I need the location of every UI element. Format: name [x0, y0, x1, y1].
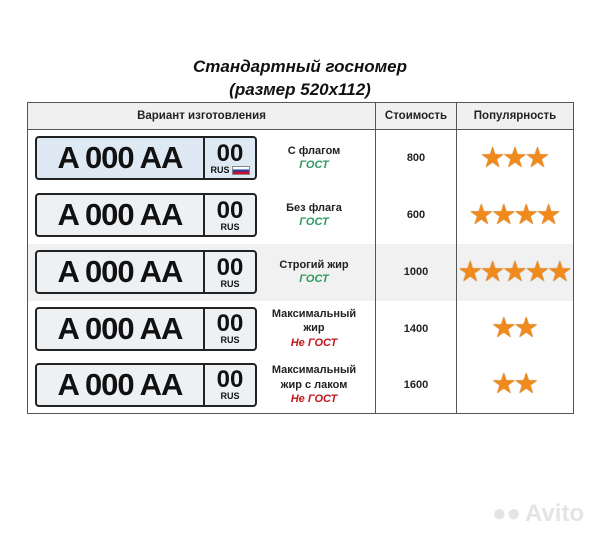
- plates-table: Вариант изготовления Стоимость Популярно…: [27, 102, 574, 414]
- table-row: А 000 АА 00 RUS С флагом ГОСТ 800 ★★★: [28, 129, 574, 187]
- price: 1600: [375, 356, 457, 414]
- avito-watermark: ●● Avito: [492, 500, 585, 527]
- plate-number: А 000 АА: [37, 195, 205, 235]
- plate-region: 00 RUS: [216, 253, 244, 289]
- header-variant: Вариант изготовления: [27, 102, 376, 130]
- license-plate: А 000 АА 00 RUS: [35, 136, 257, 181]
- price: 800: [375, 129, 457, 187]
- table-row: А 000 АА 00 RUS Максимальный жир Не ГОСТ 1…: [28, 300, 574, 357]
- license-plate: А 000 АА 00 RUS: [35, 306, 257, 351]
- gost-status: Не ГОСТ: [290, 336, 338, 349]
- plate-region: 00 RUS: [216, 196, 244, 232]
- popularity-stars: ★★★★★: [456, 243, 574, 301]
- license-plate: А 000 АА 00 RUS: [35, 193, 257, 237]
- plate-number: А 000 АА: [37, 364, 205, 405]
- license-plate: А 000 АА 00 RUS: [35, 250, 257, 294]
- star-icon: ★: [492, 314, 515, 342]
- price: 1400: [375, 300, 457, 357]
- star-icon: ★: [526, 143, 549, 172]
- header-popularity: Популярность: [456, 102, 574, 130]
- star-icon: ★: [492, 370, 515, 399]
- russian-flag-icon: [231, 165, 250, 175]
- star-icon: ★: [503, 143, 527, 172]
- avito-logo-icon: ●●: [492, 500, 521, 527]
- star-icon: ★: [537, 200, 560, 229]
- star-icon: ★: [458, 257, 482, 286]
- star-icon: ★: [515, 370, 538, 399]
- star-icon: ★: [481, 143, 504, 172]
- popularity-stars: ★★★★: [456, 186, 574, 244]
- license-plate: А 000 АА 00 RUS: [35, 362, 257, 407]
- price: 600: [375, 186, 457, 244]
- star-icon: ★: [481, 257, 504, 286]
- table-row: А 000 АА 00 RUS Без флага ГОСТ 600 ★★★★: [28, 186, 574, 244]
- table-row: А 000 АА 00 RUS Максимальный жир с лаком Н…: [28, 356, 574, 414]
- title-line-2: (размер 520x112): [229, 80, 371, 99]
- star-icon: ★: [515, 314, 538, 342]
- price: 1000: [375, 243, 457, 301]
- title-line-1: Стандартный госномер: [192, 57, 408, 76]
- gost-status: ГОСТ: [299, 273, 329, 285]
- star-icon: ★: [526, 257, 549, 286]
- table-row: А 000 АА 00 RUS Строгий жир ГОСТ 1000 ★★★★…: [27, 243, 574, 301]
- plate-number: А 000 АА: [37, 308, 205, 349]
- variant-name: Без флага: [286, 201, 342, 214]
- header-price: Стоимость: [375, 102, 457, 130]
- gost-status: ГОСТ: [299, 216, 329, 228]
- plate-region: 00 RUS: [216, 310, 244, 345]
- variant-name: Строгий жир: [279, 258, 349, 271]
- plate-number: А 000 АА: [37, 138, 205, 179]
- popularity-stars: ★★: [456, 300, 574, 357]
- star-icon: ★: [492, 200, 515, 229]
- star-icon: ★: [548, 257, 572, 286]
- gost-status: Не ГОСТ: [290, 392, 338, 405]
- popularity-stars: ★★: [456, 356, 574, 414]
- variant-name: С флагом: [287, 144, 341, 157]
- plate-region: 00 RUS: [205, 138, 255, 178]
- star-icon: ★: [503, 257, 527, 286]
- popularity-stars: ★★★: [456, 129, 574, 187]
- gost-status: ГОСТ: [299, 159, 329, 172]
- variant-name: Максимальный жир: [271, 308, 357, 335]
- plate-region: 00 RUS: [216, 366, 244, 402]
- variant-name: Максимальный жир с лаком: [271, 364, 357, 391]
- star-icon: ★: [470, 200, 493, 229]
- plate-number: А 000 АА: [37, 252, 205, 292]
- star-icon: ★: [515, 200, 538, 229]
